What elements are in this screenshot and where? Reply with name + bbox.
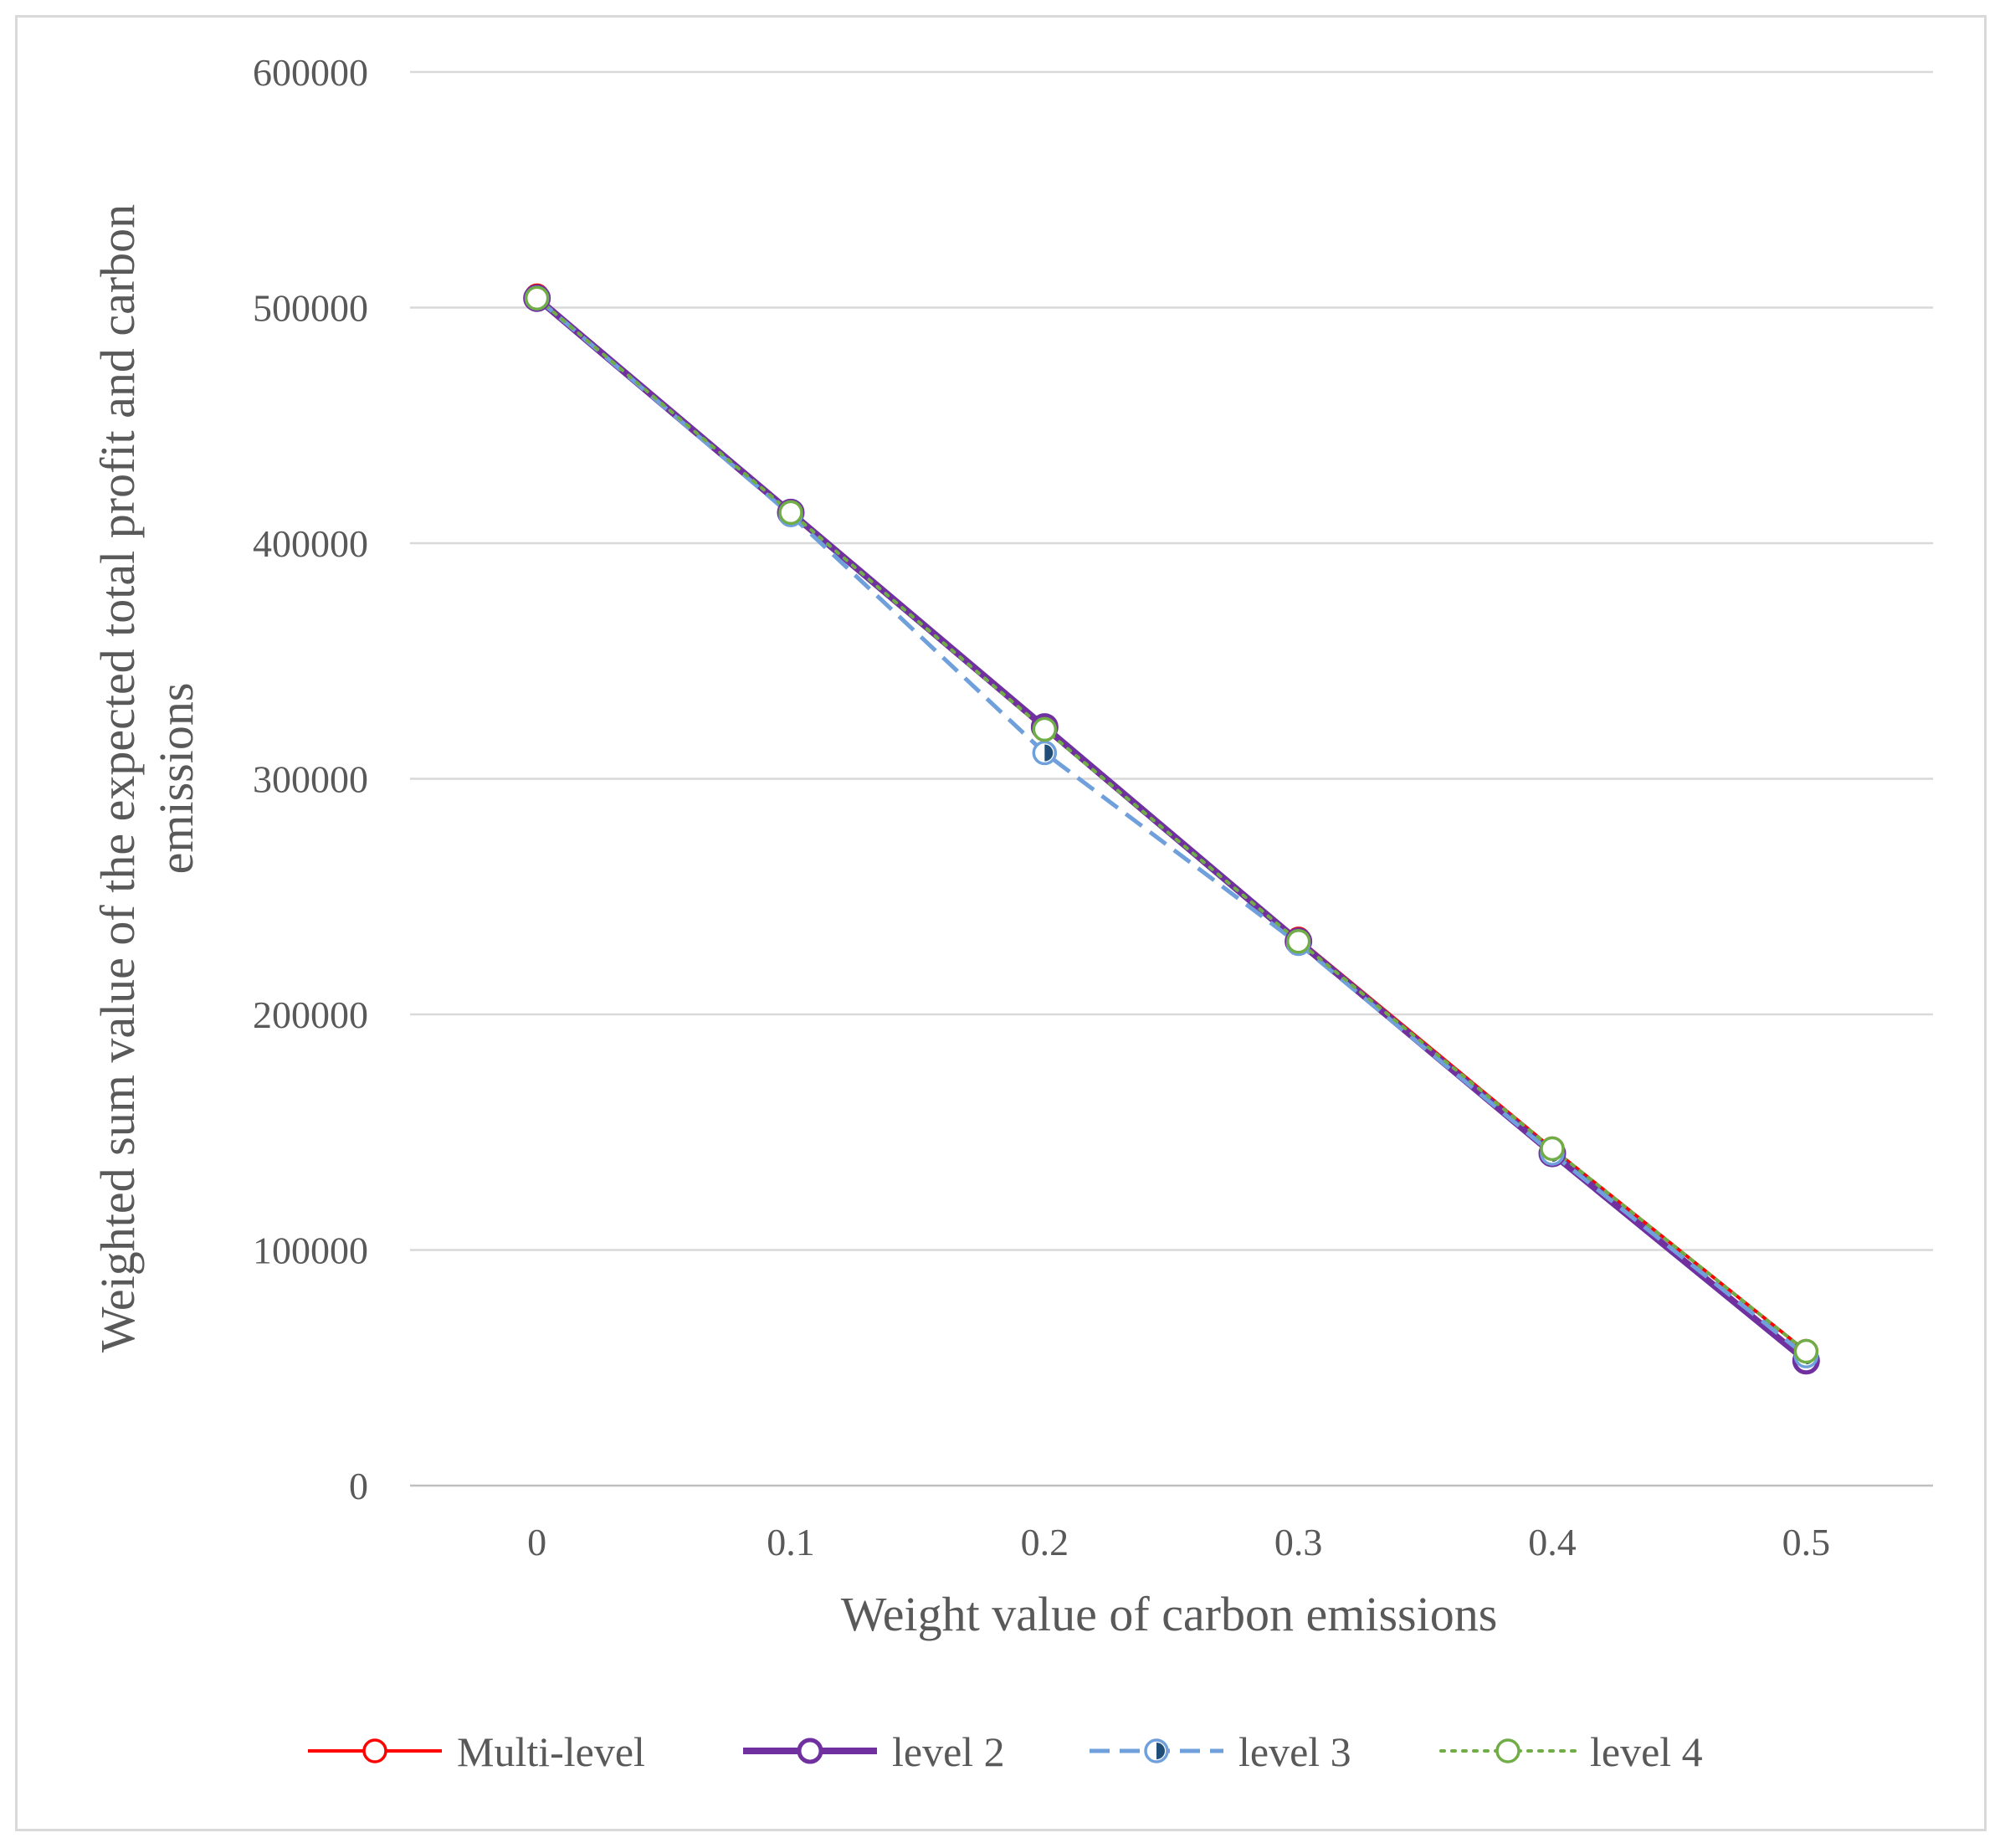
point-level-4 bbox=[1285, 928, 1311, 954]
chart-frame bbox=[15, 15, 1987, 1831]
x-tick-label: 0.4 bbox=[1528, 1521, 1577, 1563]
y-tick-label: 0 bbox=[349, 1465, 368, 1507]
legend-label-level-4: level 4 bbox=[1590, 1728, 1703, 1775]
legend-marker-multi-level bbox=[362, 1738, 387, 1763]
y-tick-label: 200000 bbox=[253, 993, 368, 1036]
point-level-4 bbox=[778, 500, 803, 526]
legend-label-multi-level: Multi-level bbox=[457, 1728, 645, 1775]
x-tick-label: 0.3 bbox=[1274, 1521, 1323, 1563]
x-tick-label: 0.2 bbox=[1021, 1521, 1069, 1563]
x-tick-label: 0.5 bbox=[1782, 1521, 1831, 1563]
x-tick-label: 0.1 bbox=[767, 1521, 815, 1563]
legend-marker-level-3-fill bbox=[1156, 1743, 1165, 1759]
y-axis-title-line2: emissions bbox=[149, 683, 203, 875]
point-level-4 bbox=[1540, 1136, 1565, 1162]
series-line-level-4 bbox=[535, 296, 1808, 1353]
y-axis-ticks: 0 100000 200000 300000 400000 500000 600000 bbox=[253, 51, 368, 1507]
series-markers bbox=[523, 283, 1820, 1375]
legend-label-level-3: level 3 bbox=[1238, 1728, 1351, 1775]
series-lines bbox=[535, 294, 1808, 1363]
x-tick-label: 0 bbox=[527, 1521, 546, 1563]
point-level-4 bbox=[524, 285, 550, 311]
y-tick-label: 500000 bbox=[253, 287, 368, 330]
point-level-3-fill bbox=[1044, 744, 1054, 762]
y-tick-label: 300000 bbox=[253, 758, 368, 801]
point-level-4 bbox=[1793, 1338, 1819, 1364]
y-tick-label: 600000 bbox=[253, 51, 368, 94]
y-tick-label: 400000 bbox=[253, 522, 368, 565]
point-level-4 bbox=[1032, 716, 1058, 742]
legend-marker-level-2 bbox=[797, 1738, 823, 1764]
series-line-multi-level bbox=[536, 294, 1808, 1353]
legend-label-level-2: level 2 bbox=[892, 1728, 1005, 1775]
series-line-level-3 bbox=[536, 296, 1808, 1358]
x-axis-ticks: 0 0.1 0.2 0.3 0.4 0.5 bbox=[527, 1521, 1830, 1563]
legend: Multi-level level 2 level 3 level 4 bbox=[308, 1728, 1703, 1775]
y-tick-label: 100000 bbox=[253, 1229, 368, 1272]
y-axis-title-line1: Weighted sum value of the expected total… bbox=[90, 204, 145, 1353]
x-axis-title: Weight value of carbon emissions bbox=[841, 1587, 1498, 1641]
legend-marker-level-4 bbox=[1495, 1738, 1520, 1763]
